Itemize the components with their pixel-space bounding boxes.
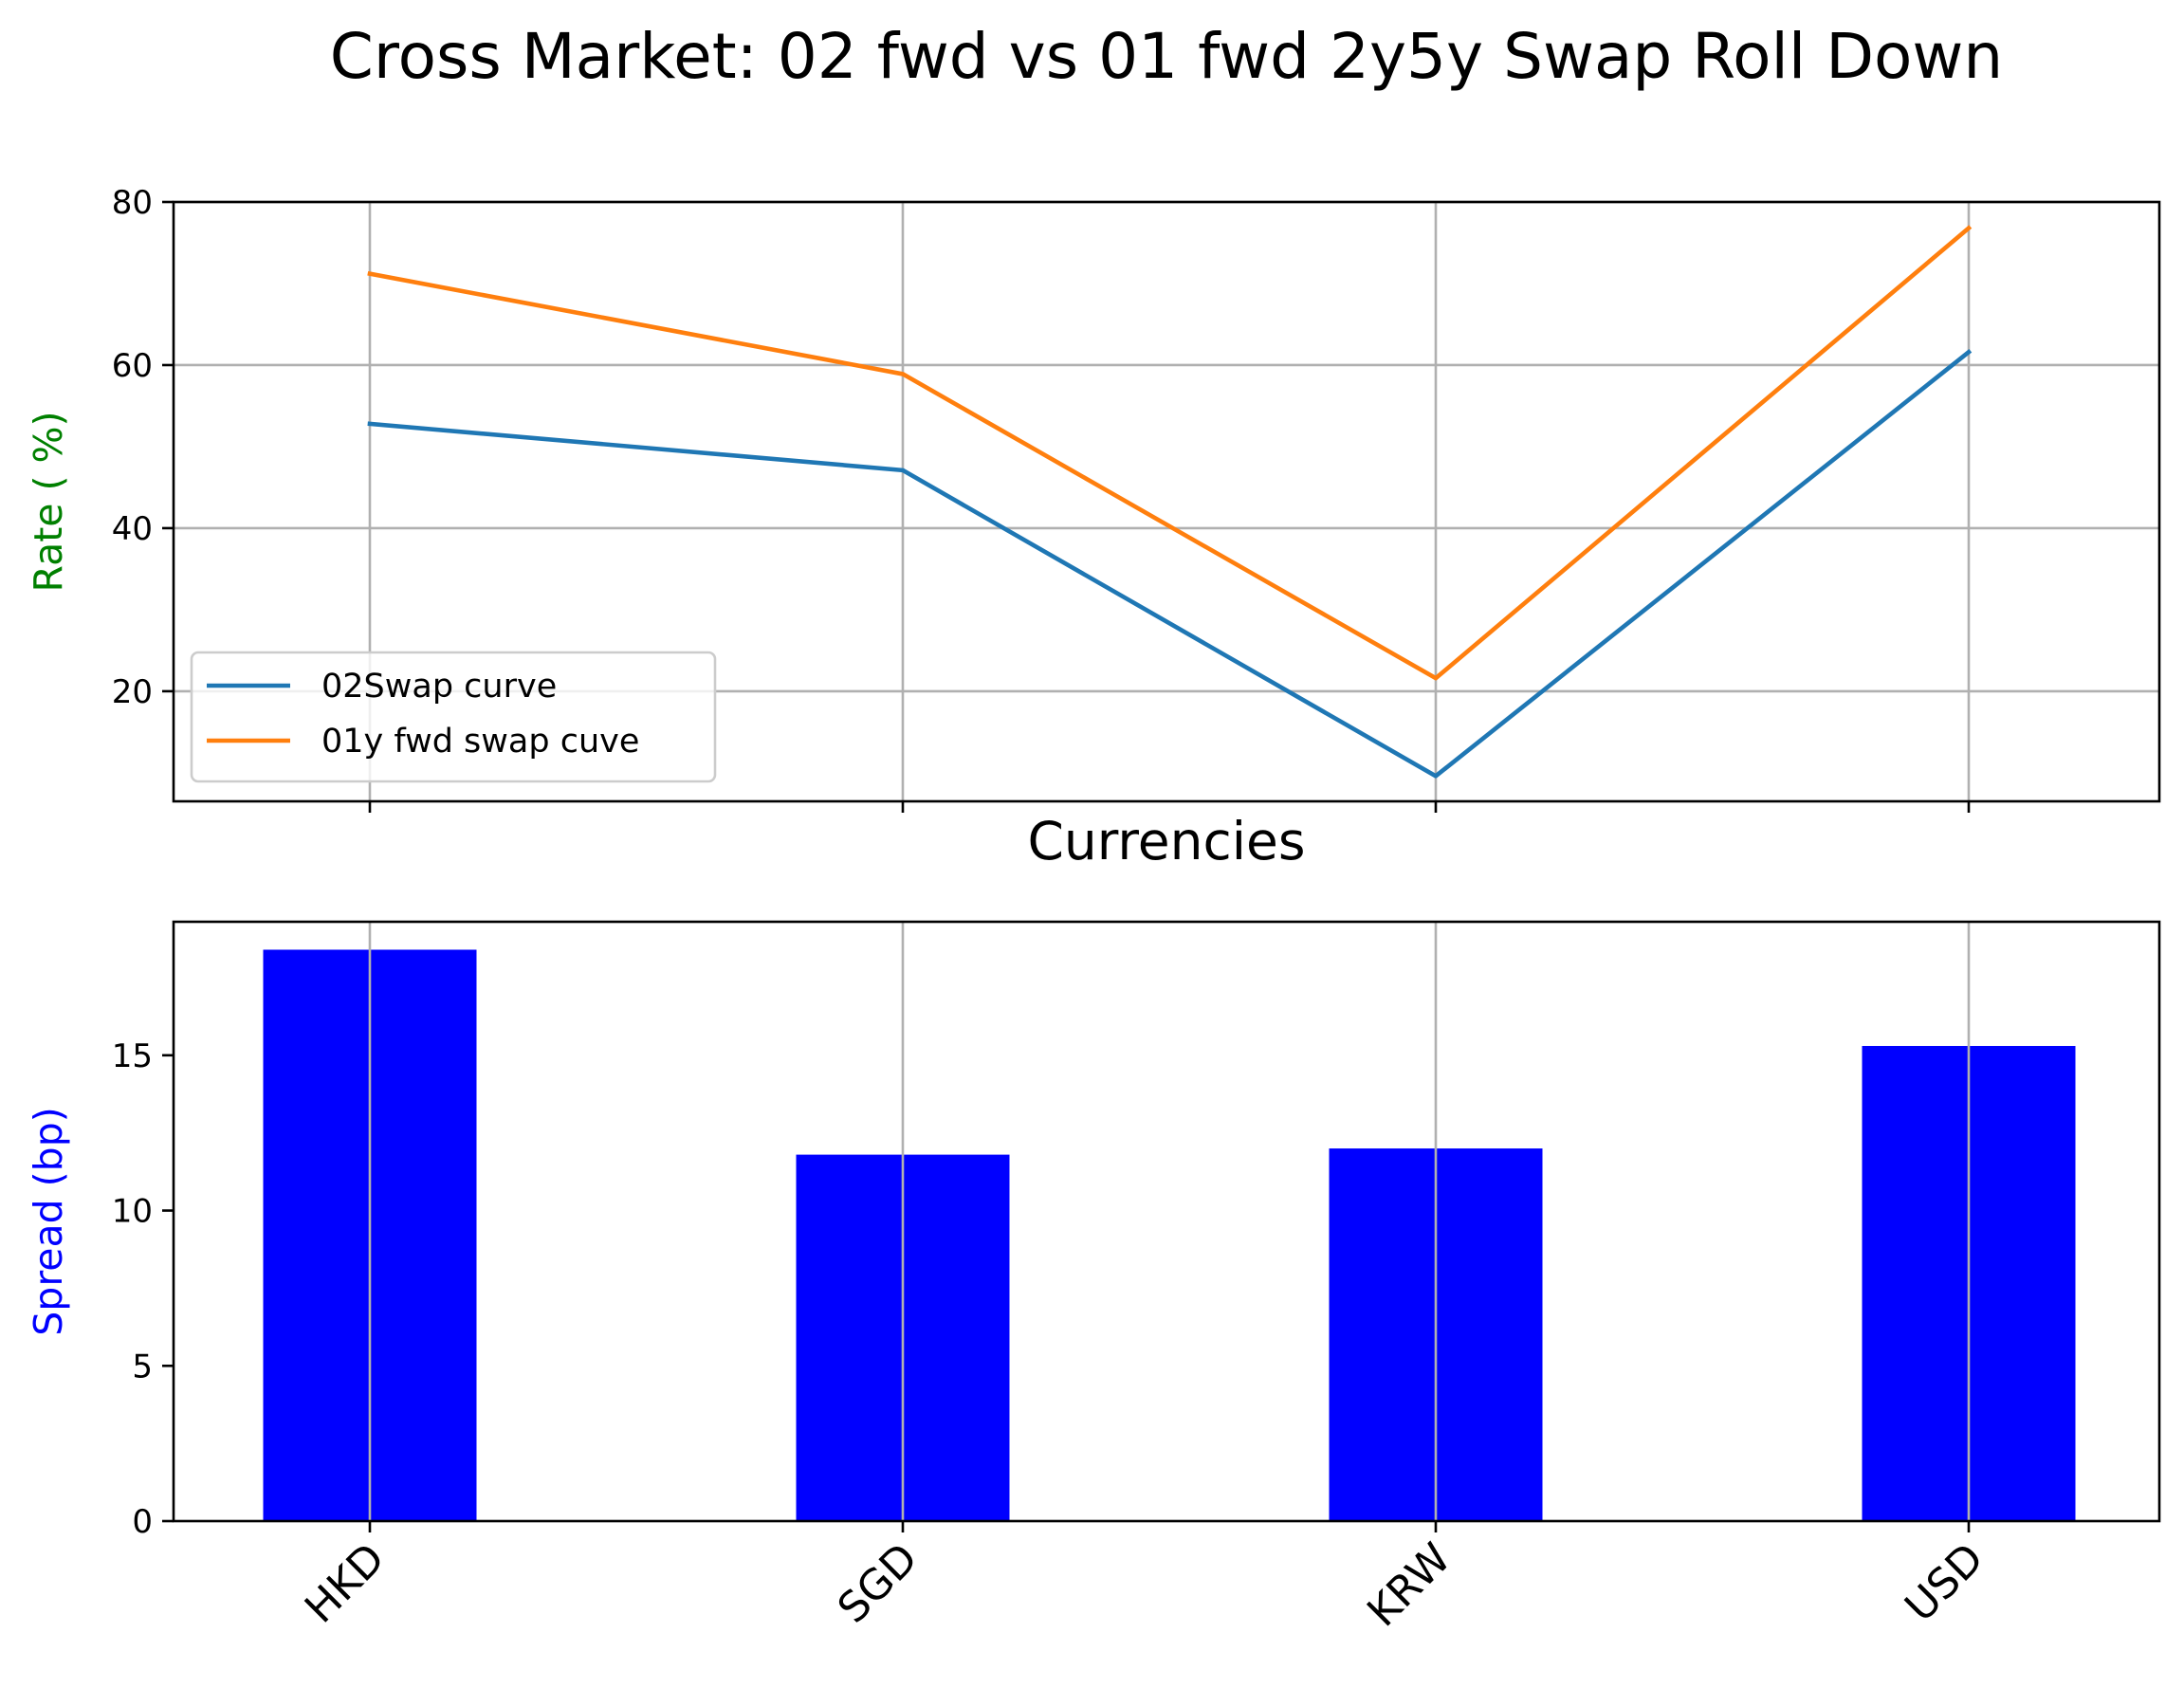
rate-chart-y-tick-label: 60	[112, 347, 153, 385]
spread-bar-chart: 0 5 10 15 HKD SGD KRW USD Spread (bp)	[26, 920, 2161, 1636]
series-line-0	[367, 348, 1973, 779]
spread-chart-y-tick-label: 10	[112, 1193, 153, 1231]
figure-title: Cross Market: 02 fwd vs 01 fwd 2y5y Swap…	[330, 20, 2003, 93]
x-tick-label-sgd: SGD	[829, 1534, 927, 1633]
x-tick-label-usd: USD	[1896, 1534, 1993, 1632]
x-tick-label-krw: KRW	[1358, 1534, 1460, 1637]
legend-label-01y-fwd: 01y fwd swap cuve	[321, 723, 639, 761]
rate-chart-y-tick-label: 80	[112, 184, 153, 222]
series-line-1	[367, 225, 1973, 681]
spread-chart-y-tick-label: 5	[132, 1348, 153, 1385]
rate-chart-series	[367, 225, 1973, 779]
rate-chart-y-tick-label: 40	[112, 510, 153, 548]
rate-chart-y-ticks: 20 40 60 80	[112, 184, 174, 711]
spread-chart-grid	[368, 922, 1971, 1521]
rate-chart-x-ticks	[368, 801, 1971, 813]
spread-chart-bars	[263, 949, 2076, 1521]
rate-chart-y-axis-label: Rate ( %)	[26, 411, 71, 592]
spread-chart-frame	[172, 920, 2161, 1523]
rate-line-chart: 20 40 60 80 Currencies Rate ( %) 02Swap cur…	[26, 184, 2161, 872]
spread-chart-y-tick-label: 0	[132, 1503, 153, 1541]
spread-chart-y-tick-label: 15	[112, 1037, 153, 1075]
spread-chart-x-ticks: HKD SGD KRW USD	[296, 1521, 1993, 1636]
spread-chart-y-axis-label: Spread (bp)	[26, 1107, 71, 1335]
legend-label-02swap: 02Swap curve	[321, 668, 557, 706]
rate-chart-y-tick-label: 20	[112, 673, 153, 711]
rate-chart-frame	[172, 200, 2161, 803]
legend-box	[190, 651, 717, 783]
rate-chart-x-axis-label: Currencies	[1027, 811, 1305, 872]
spread-chart-y-ticks: 0 5 10 15	[112, 1037, 174, 1541]
rate-chart-legend: 02Swap curve 01y fwd swap cuve	[190, 651, 717, 783]
x-tick-label-hkd: HKD	[296, 1534, 395, 1633]
